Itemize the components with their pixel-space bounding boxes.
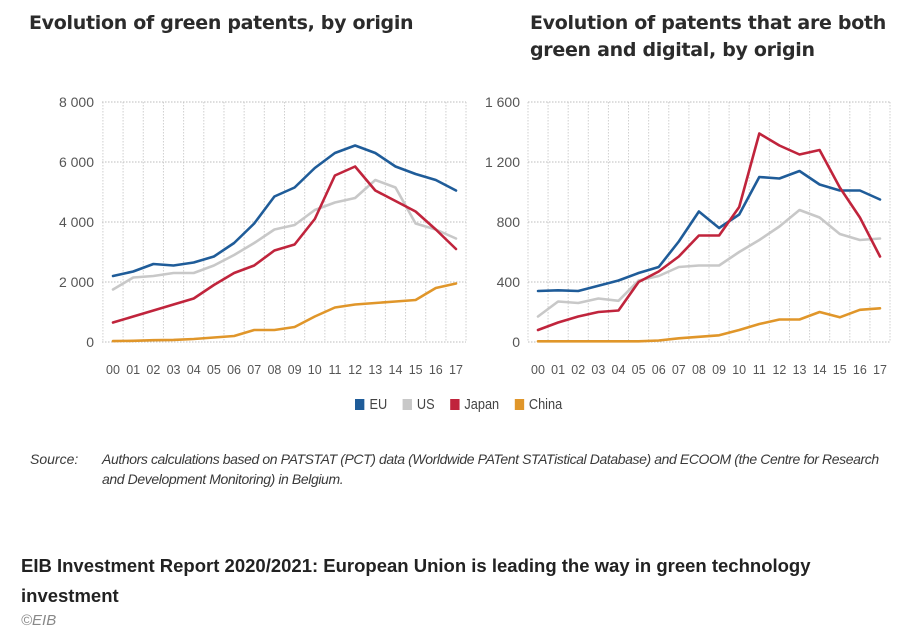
x-tick-label: 01: [126, 363, 140, 377]
series-line-japan: [111, 165, 458, 324]
x-tick-label: 03: [591, 363, 605, 377]
legend-label-china: China: [528, 396, 563, 413]
y-tick-label: 4 000: [59, 214, 94, 230]
x-tick-label: 10: [732, 363, 746, 377]
y-tick-label: 1 200: [485, 154, 520, 170]
x-tick-label: 03: [167, 363, 181, 377]
series-line-japan: [536, 132, 882, 332]
x-tick-label: 11: [328, 363, 341, 377]
legend-label-us: US: [416, 396, 435, 413]
legend-swatch-us: [402, 399, 412, 410]
x-tick-label: 09: [712, 363, 726, 377]
legend-item-china: China: [514, 396, 562, 413]
y-tick-label: 0: [86, 334, 94, 350]
source-label: Source:: [30, 451, 79, 467]
series-line-china: [536, 306, 882, 343]
y-tick-label: 400: [497, 274, 521, 290]
series-line-us: [536, 208, 882, 318]
x-tick-label: 08: [267, 363, 281, 377]
x-tick-label: 05: [207, 363, 221, 377]
source-text: Authors calculations based on PATSTAT (P…: [102, 451, 879, 487]
x-tick-label: 10: [308, 363, 322, 377]
x-tick-label: 16: [429, 363, 443, 377]
y-tick-label: 6 000: [59, 154, 94, 170]
series-line-china: [111, 282, 458, 343]
x-tick-label: 05: [632, 363, 646, 377]
x-tick-label: 15: [833, 363, 847, 377]
legend-swatch-japan: [449, 399, 460, 410]
y-tick-label: 8 000: [59, 94, 94, 110]
x-tick-label: 02: [146, 363, 160, 377]
x-tick-label: 06: [227, 363, 241, 377]
x-tick-label: 17: [449, 363, 463, 377]
legend-item-japan: Japan: [449, 396, 500, 413]
x-tick-label: 13: [793, 363, 807, 377]
legend: EU US Japan China: [355, 396, 562, 413]
x-tick-label: 14: [389, 363, 403, 377]
y-tick-label: 2 000: [59, 274, 94, 290]
chart-title-left: Evolution of green patents, by origin: [29, 12, 414, 34]
x-tick-label: 04: [612, 363, 626, 377]
x-tick-label: 07: [672, 363, 686, 377]
legend-item-eu: EU: [355, 396, 387, 413]
x-tick-label: 09: [288, 363, 302, 377]
x-tick-label: 02: [571, 363, 585, 377]
y-tick-label: 0: [512, 334, 520, 350]
x-tick-label: 16: [853, 363, 867, 377]
source-note: Source: Authors calculations based on PA…: [30, 449, 900, 489]
image-credit: ©EIB: [21, 612, 57, 629]
x-tick-label: 14: [813, 363, 827, 377]
x-tick-label: 12: [348, 363, 362, 377]
x-tick-label: 17: [873, 363, 887, 377]
x-tick-label: 06: [652, 363, 666, 377]
legend-item-us: US: [402, 396, 435, 413]
green-patents-chart: 0 2 000 4 000 6 000 8 000 00 01 02 03 04 05 06 07 08 0…: [59, 94, 467, 377]
figure-caption: EIB Investment Report 2020/2021: Europea…: [21, 555, 811, 606]
x-tick-label: 13: [368, 363, 382, 377]
x-tick-label: 15: [409, 363, 423, 377]
legend-label-japan: Japan: [464, 396, 500, 413]
legend-swatch-eu: [355, 399, 365, 410]
legend-label-eu: EU: [369, 396, 388, 413]
x-tick-label: 01: [551, 363, 565, 377]
y-tick-label: 1 600: [485, 94, 520, 110]
x-tick-label: 11: [753, 363, 766, 377]
y-tick-label: 800: [497, 214, 521, 230]
green-digital-patents-chart: 0 400 800 1 200 1 600 00 01 02 03 04 05 06 07 08 09 10 1…: [485, 94, 891, 377]
x-tick-label: 12: [772, 363, 786, 377]
x-tick-label: 08: [692, 363, 706, 377]
x-tick-label: 00: [531, 363, 545, 377]
chart-title-right: Evolution of patents that are both green…: [530, 12, 886, 61]
legend-swatch-china: [514, 399, 524, 410]
x-tick-label: 04: [187, 363, 201, 377]
series-line-eu: [536, 169, 882, 293]
series-line-us: [111, 178, 458, 291]
x-tick-label: 00: [106, 363, 120, 377]
x-tick-label: 07: [247, 363, 261, 377]
series-line-eu: [111, 144, 458, 278]
